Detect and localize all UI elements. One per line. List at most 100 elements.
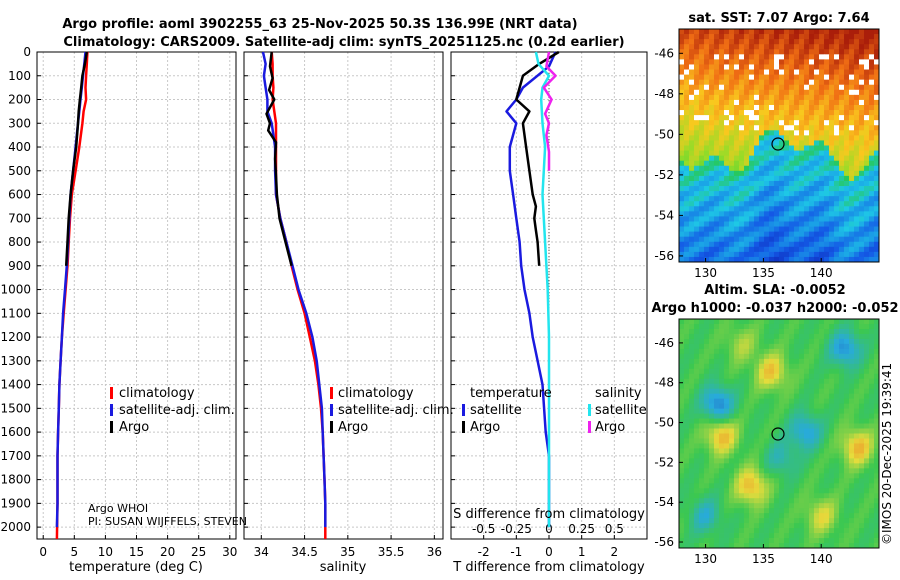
sst-cell: [694, 160, 700, 167]
sst-cell: [714, 256, 720, 263]
sst-cell: [854, 130, 860, 136]
sla-cell: [749, 488, 755, 494]
sst-cell: [814, 135, 820, 141]
sla-cell: [809, 418, 815, 424]
sla-cell: [839, 468, 845, 474]
sst-cell: [699, 211, 705, 217]
sst-cell: [769, 115, 775, 121]
sst-cell: [704, 246, 710, 253]
sst-cell: [684, 180, 690, 187]
sla-cell: [724, 503, 730, 509]
sst-cell: [759, 34, 765, 40]
sla-cell: [844, 343, 850, 350]
sst-cell: [869, 211, 875, 217]
sla-cell: [824, 413, 830, 419]
sla-cell: [709, 388, 715, 395]
sst-cell: [804, 135, 810, 141]
sst-cell: [729, 256, 735, 263]
sla-cell: [704, 433, 710, 439]
sst-cell: [799, 130, 805, 136]
sla-cell: [789, 368, 795, 375]
sla-cell: [844, 388, 850, 395]
sla-cell: [819, 468, 825, 474]
sst-cell: [709, 115, 715, 121]
sst-cell: [769, 231, 775, 238]
sst-cell: [839, 54, 845, 60]
sst-cell: [854, 231, 860, 238]
sla-cell: [754, 328, 760, 335]
sla-cell: [759, 508, 765, 514]
sla-cell: [724, 508, 730, 514]
sst-cell: [714, 79, 720, 86]
sla-cell: [834, 428, 840, 434]
sla-cell: [714, 323, 720, 330]
sst-cell: [764, 206, 770, 212]
sst-cell: [849, 49, 855, 55]
sst-cell: [809, 241, 815, 248]
sla-cell: [799, 503, 805, 509]
sst-cell: [709, 39, 715, 45]
sst-cell: [859, 165, 865, 172]
sst-cell: [814, 104, 820, 111]
sla-cell: [774, 493, 780, 499]
sst-cell: [774, 125, 780, 131]
sla-cell: [784, 543, 790, 549]
sst-cell: [814, 64, 820, 70]
sla-cell: [784, 463, 790, 469]
sst-cell: [809, 236, 815, 243]
sla-cell: [734, 463, 740, 469]
sst-cell: [859, 170, 865, 177]
sla-cell: [779, 503, 785, 509]
sst-cell: [724, 226, 730, 233]
sst-cell: [714, 231, 720, 238]
sst-cell: [804, 74, 810, 81]
sla-cell: [724, 378, 730, 385]
sst-cell: [789, 89, 795, 96]
sst-cell: [854, 221, 860, 227]
sla-cell: [714, 508, 720, 514]
sst-cell: [769, 256, 775, 263]
sst-cell: [819, 64, 825, 70]
sst-cell: [784, 226, 790, 233]
sst-cell: [799, 59, 805, 65]
sst-cell: [754, 150, 760, 157]
sla-cell: [784, 473, 790, 479]
sla-cell: [804, 503, 810, 509]
sst-cell: [824, 180, 830, 187]
sla-cell: [779, 538, 785, 544]
sla-cell: [699, 328, 705, 335]
sla-cell: [804, 378, 810, 385]
sst-cell: [774, 221, 780, 227]
sst-cell: [869, 246, 875, 253]
sst-cell: [799, 120, 805, 126]
sla-cell: [754, 408, 760, 414]
sst-cell: [809, 186, 815, 192]
sst-cell: [819, 29, 825, 35]
sla-cell: [714, 543, 720, 549]
sst-cell: [709, 216, 715, 222]
sla-cell: [744, 438, 750, 444]
sst-cell: [789, 241, 795, 248]
sst-cell: [844, 130, 850, 136]
sst-cell: [719, 155, 725, 162]
sla-cell: [859, 533, 865, 539]
sst-cell: [699, 196, 705, 202]
sst-cell: [729, 34, 735, 40]
sla-cell: [679, 443, 685, 449]
sla-cell: [759, 343, 765, 350]
sla-cell: [849, 378, 855, 385]
sla-cell: [794, 443, 800, 449]
sst-cell: [699, 226, 705, 233]
sst-cell: [779, 241, 785, 248]
diff-x2tick-label: -0.5: [472, 522, 495, 536]
sst-cell: [699, 140, 705, 146]
sla-cell: [789, 538, 795, 544]
sst-cell: [809, 79, 815, 86]
sla-cell: [709, 503, 715, 509]
sst-cell: [779, 140, 785, 146]
sst-cell: [734, 165, 740, 172]
sla-cell: [874, 418, 880, 424]
sla-cell: [719, 353, 725, 360]
sst-cell: [849, 125, 855, 131]
sla-cell: [694, 393, 700, 400]
